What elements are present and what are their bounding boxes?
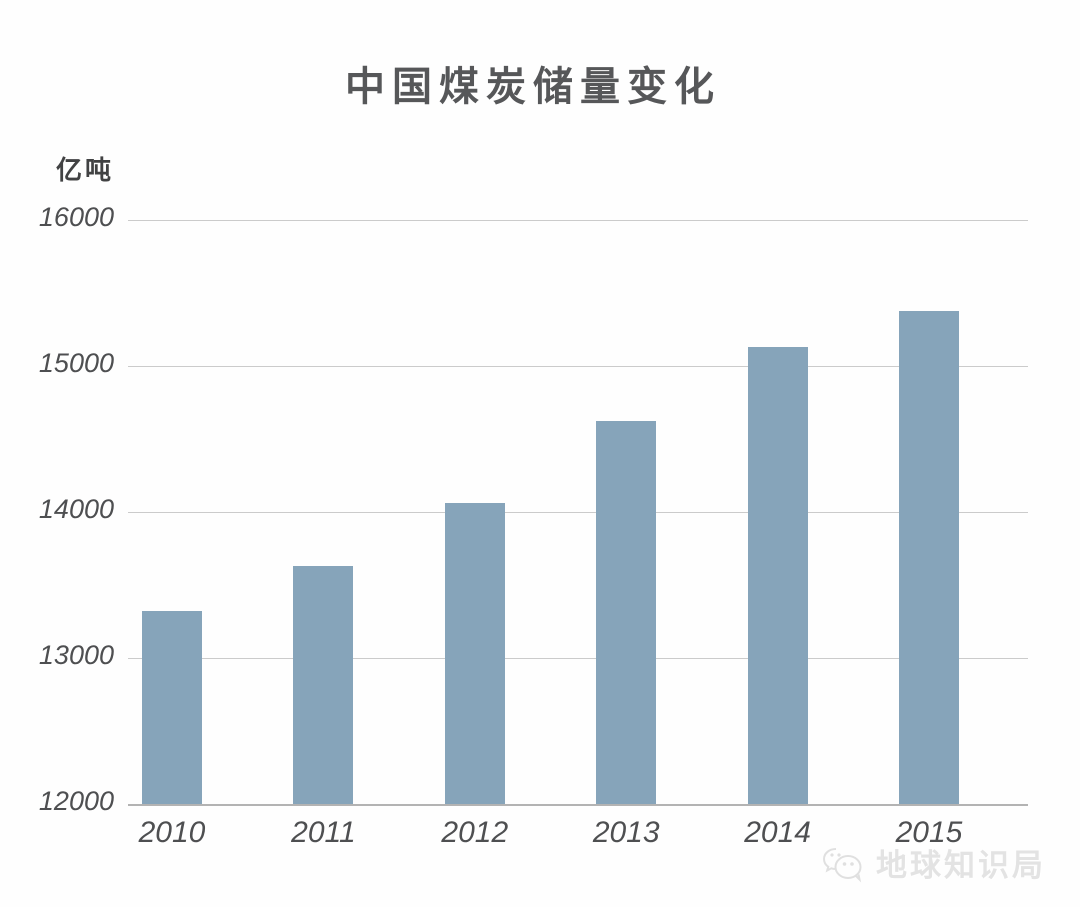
gridline-16000 bbox=[128, 220, 1028, 221]
y-tick-label-13000: 13000 bbox=[38, 640, 114, 671]
bar-2011 bbox=[293, 566, 354, 804]
bar-2014 bbox=[747, 347, 808, 804]
gridline-15000 bbox=[128, 366, 1028, 367]
bar-2015 bbox=[899, 310, 959, 804]
x-tick-label-2011: 2011 bbox=[291, 816, 356, 849]
watermark-text: 地球知识局 bbox=[876, 848, 1046, 883]
x-tick-label-2015: 2015 bbox=[895, 816, 963, 849]
x-tick-label-2014: 2014 bbox=[744, 816, 811, 849]
bar-2012 bbox=[444, 503, 505, 804]
plot-area: 12000 13000 14000 15000 16000 2010 2011 2012 201… bbox=[39, 202, 1028, 849]
x-tick-label-2010: 2010 bbox=[138, 816, 206, 849]
bar-2013 bbox=[596, 421, 657, 804]
x-tick-label-2013: 2013 bbox=[592, 816, 660, 849]
y-tick-label-12000: 12000 bbox=[38, 786, 114, 817]
x-axis-line bbox=[128, 804, 1028, 806]
y-tick-label-16000: 16000 bbox=[38, 202, 114, 233]
y-tick-label-14000: 14000 bbox=[38, 494, 114, 525]
watermark: 地球知识局 bbox=[822, 840, 1046, 885]
y-tick-label-15000: 15000 bbox=[38, 348, 114, 379]
bar-2010 bbox=[142, 611, 202, 804]
gridline-14000 bbox=[128, 512, 1028, 513]
gridline-13000 bbox=[128, 658, 1028, 659]
chart-title: 中国煤炭储量变化 bbox=[345, 65, 721, 109]
y-axis-unit-label: 亿吨 bbox=[56, 155, 115, 185]
globe-chat-bubbles-logo-icon bbox=[822, 847, 862, 883]
x-tick-label-2012: 2012 bbox=[441, 816, 509, 849]
